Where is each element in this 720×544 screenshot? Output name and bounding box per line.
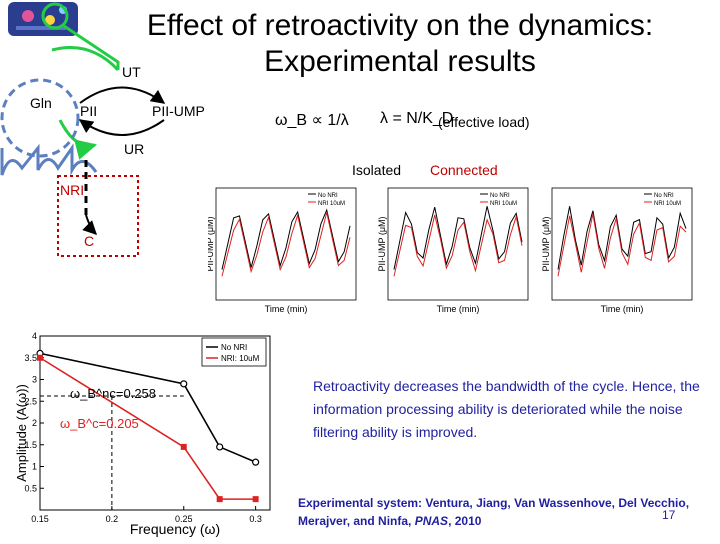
- label-pii-ump: PII-UMP: [152, 103, 205, 119]
- timecourse-panel-0: PII-UMP (μM) Time (min) No NRI NRI 10uM: [205, 187, 357, 314]
- data-point: [180, 443, 187, 450]
- title-line-1: Effect of retroactivity on the dynamics:: [146, 9, 654, 42]
- panel-legend-label: No NRI: [490, 193, 510, 199]
- label-c: C: [84, 233, 95, 249]
- panel-legend-label: NRI 10uM: [654, 201, 681, 207]
- dashed-circle: [0, 78, 80, 158]
- pulse-signal: [0, 143, 98, 176]
- data-point: [252, 496, 259, 503]
- omega-c-annotation: ω_B^c=0.205: [60, 416, 139, 431]
- citation-line-2: Merajver, and Ninfa, PNAS, 2010: [298, 512, 708, 530]
- x-axis-label: Frequency (ω): [130, 521, 220, 537]
- nri-box: [57, 175, 139, 257]
- green-arrow-ur: [58, 119, 98, 160]
- panel-frame: [215, 187, 357, 301]
- y-tick-label: 2: [32, 418, 37, 428]
- pathway-diagram: [0, 2, 166, 257]
- slide-title: Effect of retroactivity on the dynamics:…: [140, 8, 660, 80]
- series-line-0: [39, 352, 256, 463]
- data-point: [252, 458, 260, 466]
- amplitude-chart: 0.15 0.2 0.25 0.3 0.5 1 1.5 2 2.5 3 3.5 4 Frequency …: [14, 328, 276, 540]
- label-gln: Gln: [30, 95, 52, 111]
- x-tick-label: 0.2: [106, 514, 119, 524]
- x-tick-label: 0.25: [175, 514, 193, 524]
- y-axis-label: Amplitude (A(ω)): [14, 384, 29, 482]
- panel-legend-label: NRI 10uM: [318, 201, 345, 207]
- panel-legend-label: No NRI: [654, 193, 674, 199]
- panel-x-label: Time (min): [437, 304, 480, 314]
- y-tick-label: 3.5: [24, 353, 37, 363]
- y-tick-label: 1.5: [24, 440, 37, 450]
- data-point: [37, 354, 43, 361]
- forward-arrow: [79, 86, 166, 104]
- connected-label: Connected: [430, 162, 498, 178]
- nri-trace: [557, 213, 687, 277]
- equation-lambda: λ = N/K_D: [380, 110, 454, 127]
- citation-authors: Merajver, and Ninfa,: [298, 514, 415, 528]
- data-point: [216, 443, 224, 451]
- y-tick-label: 2.5: [24, 396, 37, 406]
- citation-journal: PNAS: [414, 514, 449, 528]
- effective-load-label: (effective load): [438, 114, 530, 130]
- panel-legend-label: No NRI: [318, 193, 338, 199]
- label-ur: UR: [124, 141, 145, 157]
- data-point: [180, 380, 188, 388]
- citation-line-1: Experimental system: Ventura, Jiang, Van…: [298, 496, 690, 510]
- label-ut: UT: [122, 64, 141, 80]
- highlight-circle: [41, 2, 69, 30]
- y-tick-label: 1: [32, 462, 37, 472]
- legend-label: No NRI: [221, 343, 247, 352]
- panel-y-label: PII-UMP (μM): [377, 216, 387, 271]
- statement-text: Retroactivity decreases the bandwidth of…: [313, 378, 700, 440]
- citation-year: , 2010: [448, 514, 482, 528]
- label-pii: PII: [80, 103, 98, 119]
- timecourse-panels: PII-UMP (μM) Time (min) No NRI NRI 10uM PII-…: [205, 182, 720, 322]
- title-line-2: Experimental results: [264, 45, 536, 78]
- label-nri: NRI: [60, 182, 85, 198]
- timecourse-panel-1: PII-UMP (μM) Time (min) No NRI NRI 10uM: [377, 187, 529, 314]
- isolated-label: Isolated: [352, 162, 402, 178]
- timecourse-panel-2: PII-UMP (μM) Time (min) No NRI NRI 10uM: [541, 187, 693, 314]
- panel-y-label: PII-UMP (μM): [208, 216, 215, 271]
- omega-nc-annotation: ω_B^nc=0.258: [70, 386, 156, 401]
- data-point: [216, 496, 223, 503]
- y-tick-label: 3: [32, 375, 37, 385]
- amplitude-chart-svg: 0.15 0.2 0.25 0.3 0.5 1 1.5 2 2.5 3 3.5 4 Frequency …: [14, 331, 271, 537]
- x-tick-label: 0.3: [249, 514, 262, 524]
- series-line-1: [39, 357, 256, 500]
- reverse-arrow: [78, 119, 165, 136]
- no-nri-trace: [557, 206, 687, 270]
- legend-label: NRI: 10uM: [221, 354, 260, 363]
- citation: Experimental system: Ventura, Jiang, Van…: [298, 494, 708, 530]
- no-nri-trace: [221, 208, 351, 270]
- panel-legend-label: NRI 10uM: [490, 201, 517, 207]
- y-tick-label: 0.5: [24, 483, 37, 493]
- y-tick-label: 4: [32, 331, 37, 341]
- panel-y-label: PII-UMP (μM): [541, 216, 551, 271]
- panel-x-label: Time (min): [601, 304, 644, 314]
- legend-box: [201, 337, 267, 367]
- green-arrow-ut: [63, 24, 120, 70]
- no-nri-trace: [393, 206, 523, 270]
- nri-trace: [221, 212, 351, 277]
- equation-omega: ω_B ∝ 1/λ: [275, 112, 349, 129]
- page-number: 17: [662, 508, 676, 522]
- x-tick-label: 0.15: [31, 514, 49, 524]
- nri-trace: [393, 214, 523, 277]
- panel-frame: [387, 187, 529, 301]
- panel-x-label: Time (min): [265, 304, 308, 314]
